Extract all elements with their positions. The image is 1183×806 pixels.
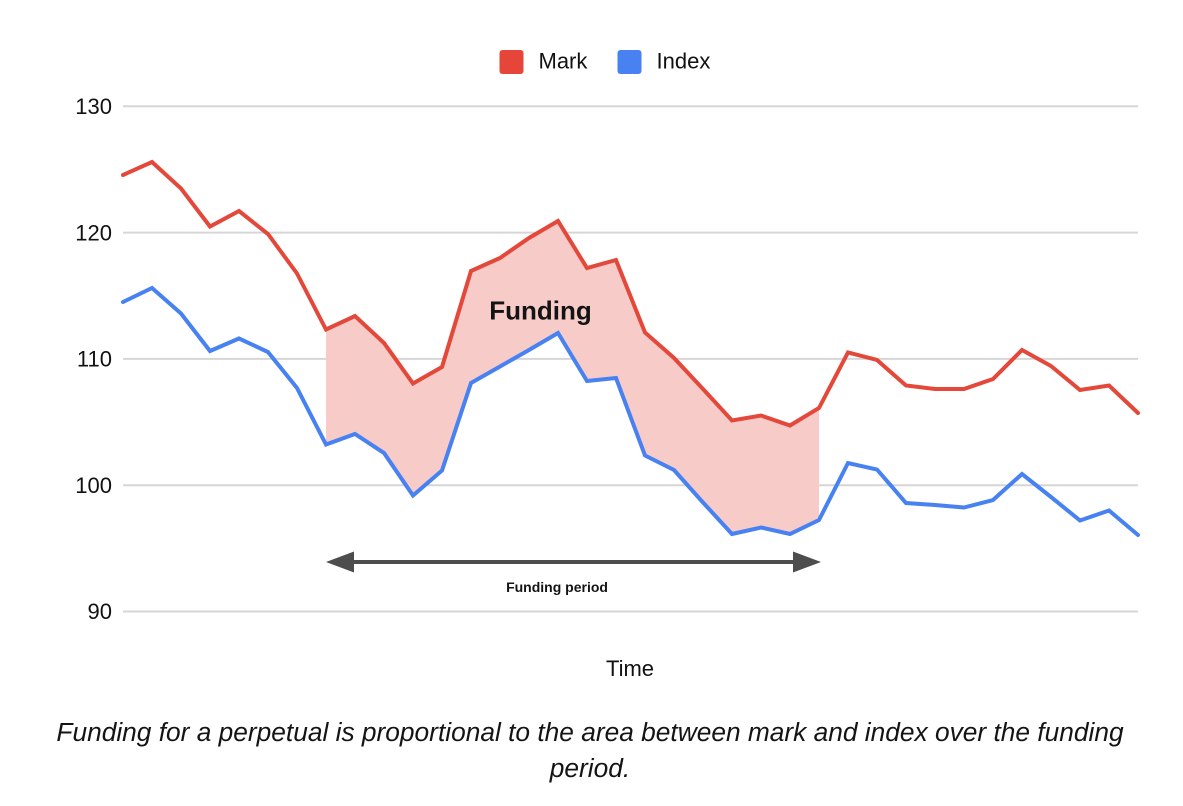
svg-text:period.: period. <box>549 753 630 783</box>
svg-text:Index: Index <box>657 49 711 74</box>
svg-text:Funding: Funding <box>489 296 592 326</box>
svg-text:Funding for a perpetual is pro: Funding for a perpetual is proportional … <box>56 717 1124 747</box>
svg-text:120: 120 <box>75 220 112 245</box>
svg-text:100: 100 <box>75 473 112 498</box>
svg-text:Mark: Mark <box>539 49 589 74</box>
svg-text:Funding period: Funding period <box>506 579 608 595</box>
svg-text:Time: Time <box>606 656 654 681</box>
svg-text:90: 90 <box>88 599 112 624</box>
svg-text:130: 130 <box>75 94 112 119</box>
svg-text:110: 110 <box>77 347 112 372</box>
